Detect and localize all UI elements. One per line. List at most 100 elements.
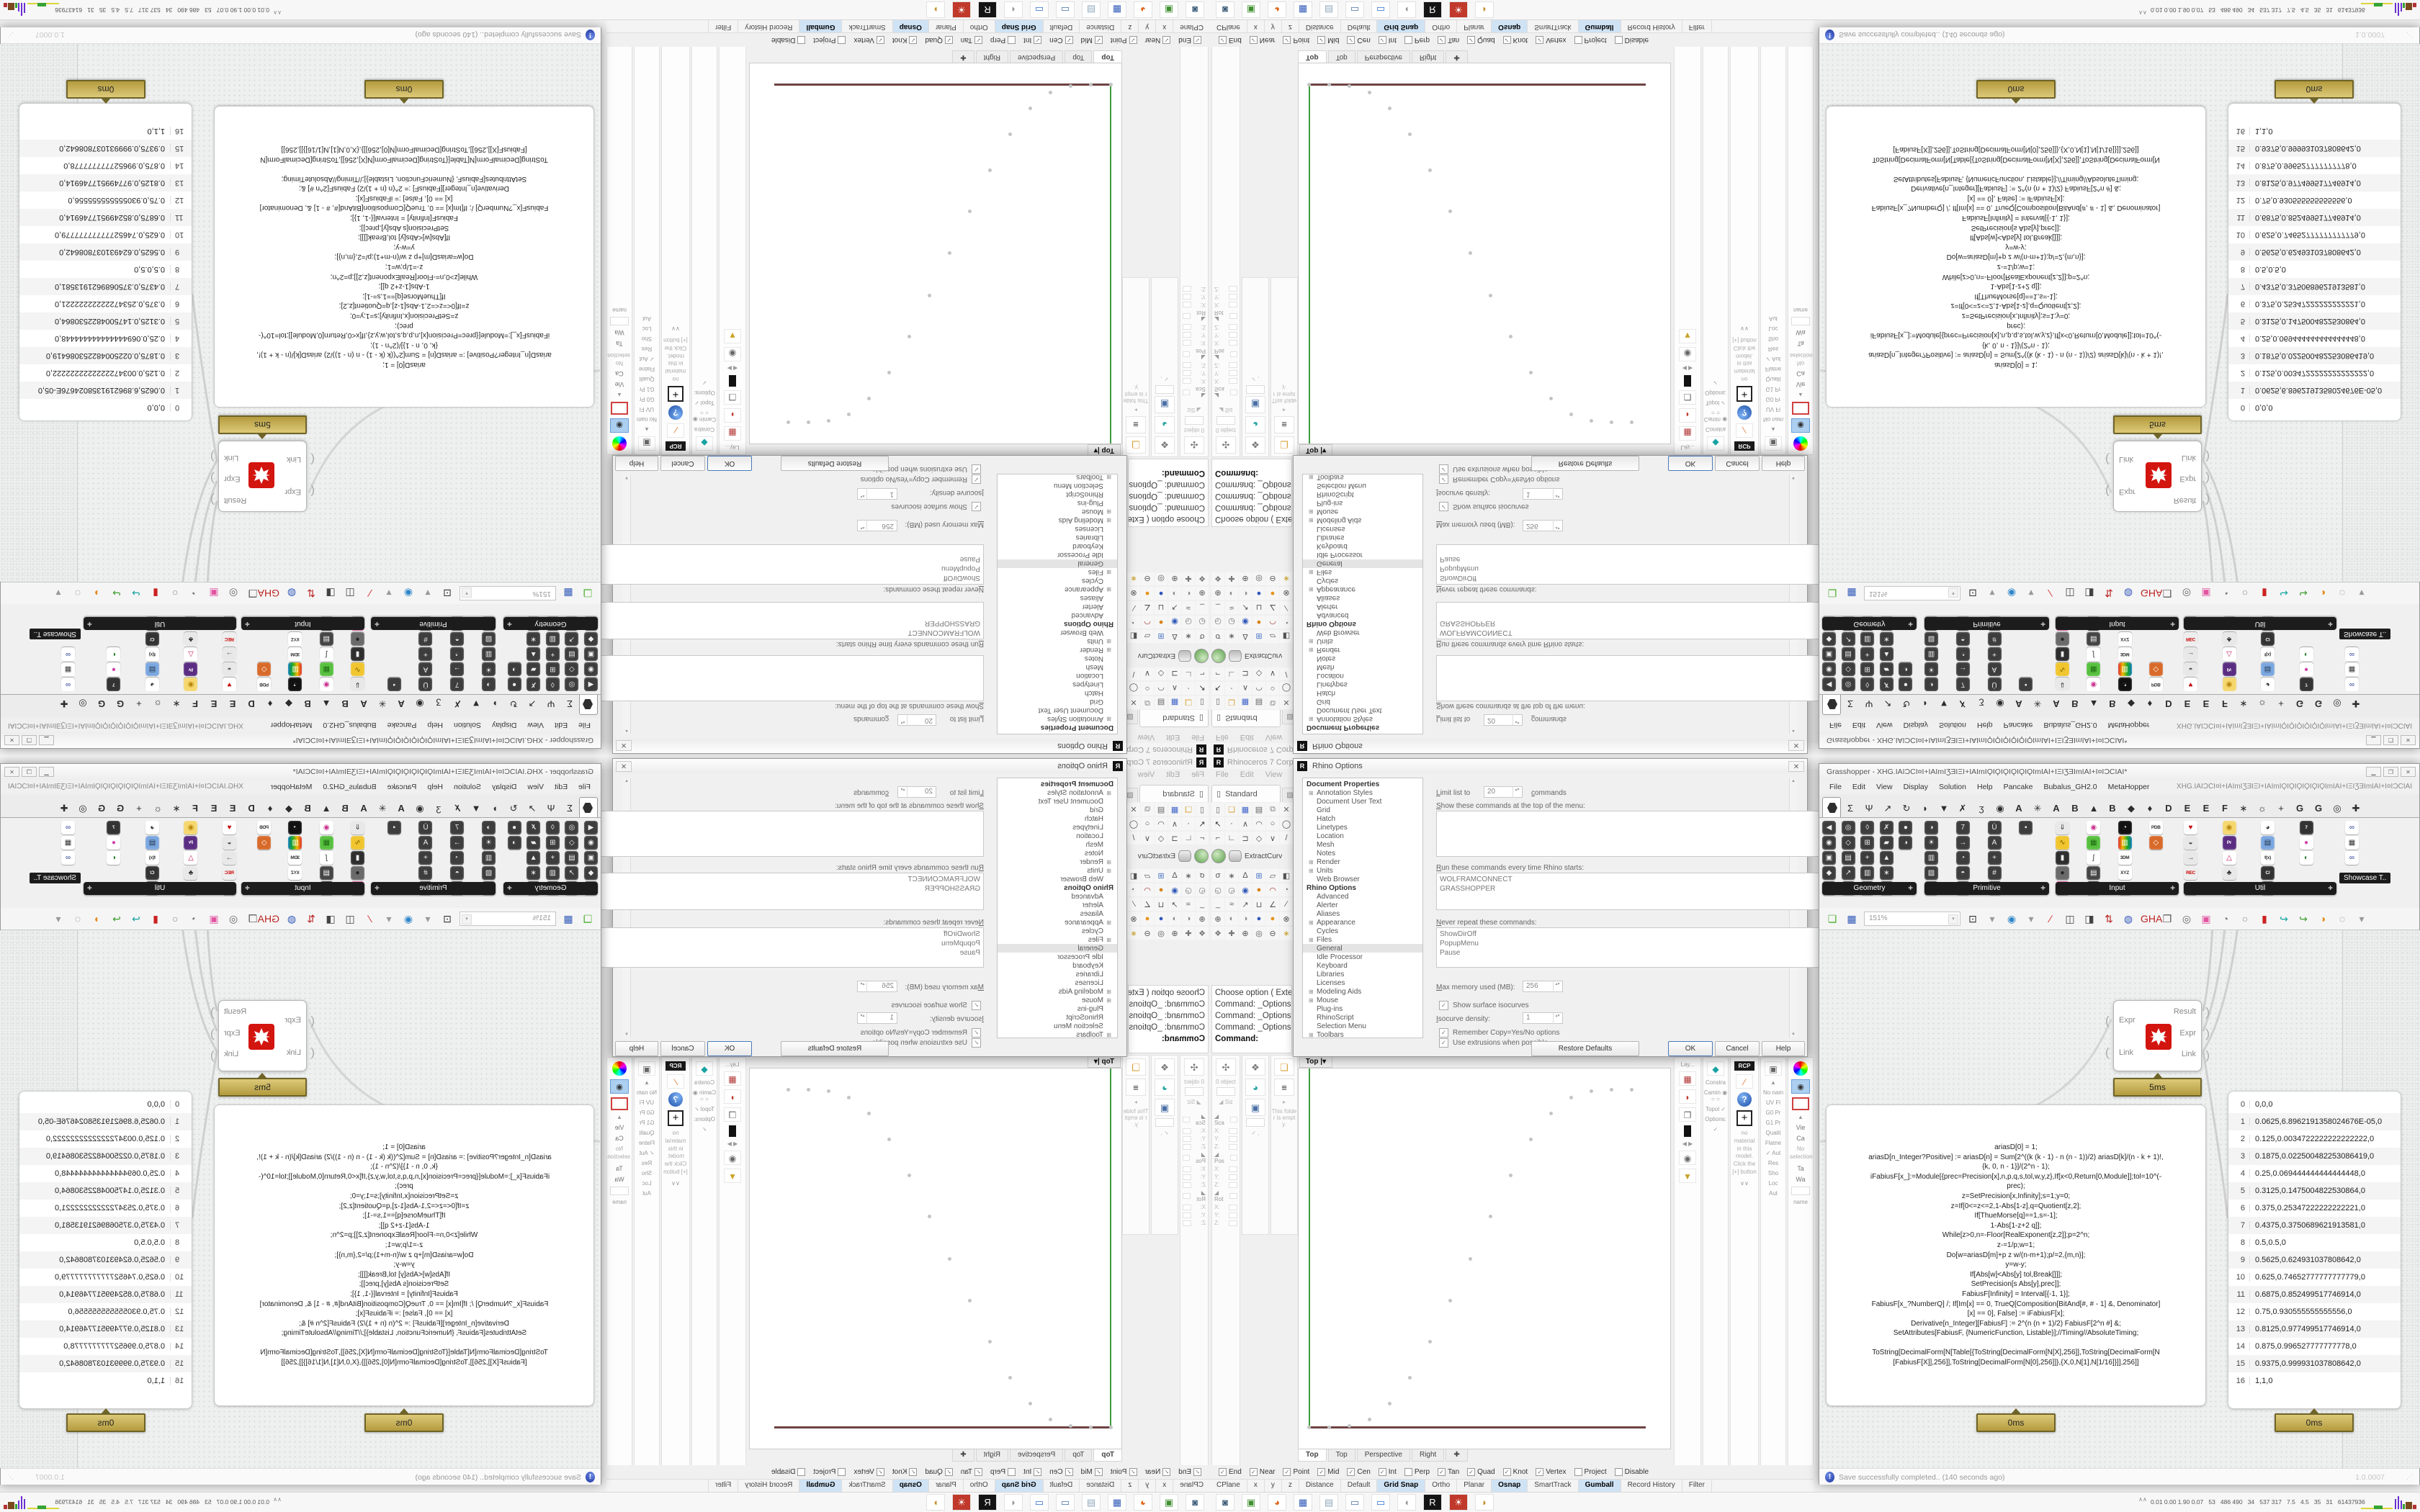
topology-label[interactable]: Topol ✓: [1705, 400, 1726, 406]
toolbar-icon[interactable]: ⊡: [1968, 588, 1977, 600]
component-icon[interactable]: △: [2222, 647, 2236, 661]
toolbar-button-icon[interactable]: ●: [1155, 912, 1168, 925]
code-panel[interactable]: ariasD[0] = 1; ariasD[n_Integer?Positive]…: [1826, 106, 2206, 408]
toolbar-button-icon[interactable]: ◵: [1211, 616, 1224, 629]
documents-icon[interactable]: ❐: [1679, 1107, 1696, 1122]
component-category-tab[interactable]: ∗: [172, 698, 181, 709]
axis-input[interactable]: [1183, 390, 1191, 395]
viewport-tab[interactable]: Top: [1298, 1449, 1327, 1462]
options-tree-item[interactable]: Mesh: [1085, 663, 1103, 672]
status-segment[interactable]: Filter: [708, 1480, 738, 1492]
options-tree-item[interactable]: RhinoScript: [1317, 1013, 1354, 1022]
expand-icon[interactable]: ⊞: [1106, 716, 1111, 723]
options-tree-item[interactable]: ⊞ Render: [1080, 646, 1111, 654]
ok-button[interactable]: OK: [1668, 1041, 1713, 1056]
toolbar-icon[interactable]: ▾: [1989, 588, 1995, 600]
curve-point[interactable]: [1469, 1257, 1472, 1261]
curve-point[interactable]: [1569, 1096, 1573, 1099]
component-category-tab[interactable]: ʒ: [436, 803, 442, 814]
cancel-button[interactable]: Cancel: [660, 456, 705, 471]
toolbar-icon[interactable]: ▦: [563, 588, 573, 600]
expand-icon[interactable]: ⊞: [1309, 919, 1314, 926]
curve-point[interactable]: [1109, 1426, 1113, 1429]
options-tree-item[interactable]: Hatch: [1084, 689, 1103, 698]
options-tree-item[interactable]: ⊞ Mouse: [1081, 508, 1111, 516]
taskbar-app-icon[interactable]: ◙: [1216, 1, 1234, 18]
monitor-icon[interactable]: ▣: [1765, 436, 1782, 451]
toolbar-icon[interactable]: ▾: [2028, 912, 2034, 924]
toolbar-button-icon[interactable]: ∟: [1225, 832, 1238, 845]
component-icon[interactable]: ◆: [584, 632, 598, 646]
toolbar-button-icon[interactable]: ∨: [1141, 832, 1154, 845]
component-icon[interactable]: ▤: [2261, 836, 2275, 850]
taskbar-app-icon[interactable]: ◙: [1186, 1494, 1204, 1511]
menu-icon[interactable]: ≡: [1274, 1079, 1294, 1096]
expand-icon[interactable]: ⊞: [1309, 1031, 1314, 1038]
taskbar-app-icon[interactable]: ◗: [1475, 1494, 1494, 1511]
axis-input[interactable]: [1183, 1143, 1191, 1150]
documents-icon[interactable]: ❐: [724, 1107, 741, 1122]
viewport-tab[interactable]: Perspective: [1010, 50, 1064, 63]
grasshopper-menu-item[interactable]: Help: [1976, 721, 1993, 729]
options-tree-item[interactable]: Cycles: [1081, 577, 1103, 585]
options-tree-item[interactable]: Document User Text: [1038, 706, 1103, 715]
component-icon[interactable]: +: [545, 851, 560, 865]
osnap-toggle[interactable]: Near: [1145, 1468, 1171, 1476]
table-row[interactable]: 4 0.25,0.069444444444444448,0: [19, 330, 192, 347]
component-icon[interactable]: XYZ: [288, 632, 302, 646]
component-icon[interactable]: ◔: [450, 851, 465, 865]
component-icon[interactable]: ▲: [1879, 851, 1894, 865]
component-icon[interactable]: +: [1860, 647, 1875, 661]
component-category-tab[interactable]: ♦: [2147, 698, 2153, 709]
status-segment[interactable]: x: [1155, 1480, 1173, 1492]
grasshopper-menu-item[interactable]: MetaHopper: [270, 783, 313, 791]
grasshopper-menu-item[interactable]: Solution: [454, 783, 481, 791]
status-segment[interactable]: Grid Snap: [994, 20, 1043, 32]
toolbar-button-icon[interactable]: ◠: [1155, 682, 1168, 695]
options-tree-item[interactable]: Web Browser: [1060, 875, 1103, 883]
status-segment[interactable]: Default: [1042, 1480, 1080, 1492]
toolbar-button-icon[interactable]: ✚: [1225, 572, 1238, 585]
options-tree-item[interactable]: RhinoScript: [1066, 1013, 1103, 1022]
component-icon[interactable]: ◎: [1841, 678, 1855, 691]
curve-point[interactable]: [1448, 1299, 1452, 1302]
component-icon[interactable]: ◇: [2148, 836, 2163, 850]
toolbar-button-icon[interactable]: ∗: [1225, 869, 1238, 882]
pen-icon[interactable]: ∕: [1736, 423, 1753, 438]
grasshopper-menu-item[interactable]: View: [1876, 783, 1893, 791]
toolbar-button-icon[interactable]: ⊖: [1266, 572, 1279, 585]
toolbar-button-icon[interactable]: ◎: [1155, 572, 1168, 585]
component-icon[interactable]: ◀: [584, 821, 598, 834]
component-icon[interactable]: ↗: [1841, 632, 1855, 646]
component-icon[interactable]: ●: [2056, 866, 2069, 880]
osnap-toggle[interactable]: Tan: [1438, 36, 1459, 44]
options-tree-item[interactable]: Document User Text: [1038, 797, 1103, 806]
check-icon[interactable]: ✓: [1713, 379, 1718, 386]
component-category-tab[interactable]: Ψ: [547, 698, 555, 709]
component-icon[interactable]: ▤: [2261, 662, 2275, 676]
expand-icon[interactable]: ⊞: [1106, 867, 1111, 874]
dialog-titlebar[interactable]: R Rhino Options ✕: [613, 739, 1126, 753]
toolbar-button-icon[interactable]: ○: [1141, 682, 1154, 695]
table-row[interactable]: 13 0.8125,0.977499517746914,0: [2228, 174, 2401, 192]
osnap-toggle[interactable]: Point: [1111, 36, 1137, 44]
component-category-tab[interactable]: Σ: [1847, 698, 1854, 709]
component-category-tab[interactable]: B: [304, 803, 311, 814]
component-icon[interactable]: ⇓: [2056, 821, 2069, 834]
toolbar-button-icon[interactable]: ✚: [1182, 927, 1195, 940]
color-wheel-icon[interactable]: [1793, 436, 1808, 451]
axis-input[interactable]: [1229, 362, 1237, 369]
options-tree-item[interactable]: Document Properties: [1040, 724, 1113, 732]
options-tree-item[interactable]: ⊞ Render: [1309, 646, 1340, 654]
component-icon[interactable]: ●: [2056, 632, 2069, 646]
component-icon[interactable]: ⇓: [351, 821, 364, 834]
help-button[interactable]: Help: [1762, 456, 1805, 471]
component-icon[interactable]: ▦: [2087, 662, 2101, 676]
options-tree-item[interactable]: ⊞ Toolbars: [1309, 474, 1344, 482]
toolbar-button-icon[interactable]: ✚: [1225, 927, 1238, 940]
palette-label-primitive[interactable]: Primitive: [371, 617, 496, 630]
component-icon[interactable]: ◒: [223, 836, 236, 850]
component-category-tab[interactable]: ◎: [2333, 698, 2341, 709]
options-tree-item[interactable]: Cycles: [1317, 577, 1339, 585]
